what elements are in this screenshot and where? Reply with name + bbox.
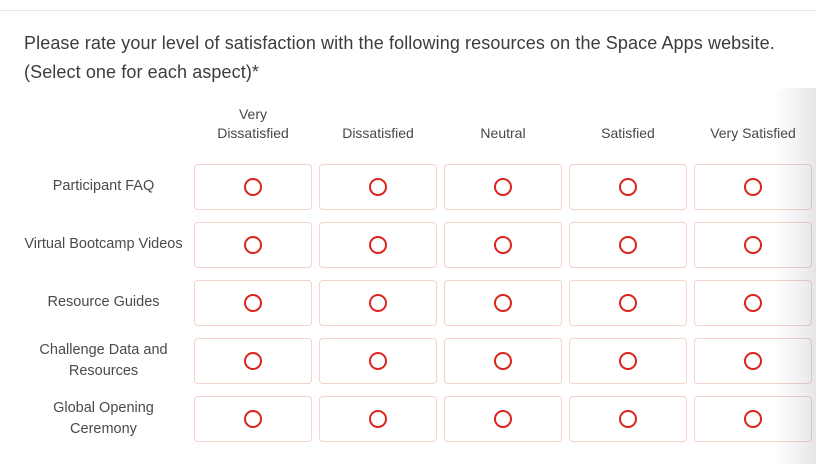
- radio-icon[interactable]: [744, 236, 762, 254]
- rating-cell-virtual-bootcamp-videos-satisfied[interactable]: [569, 222, 687, 268]
- rating-cell-global-opening-ceremony-neutral[interactable]: [444, 396, 562, 442]
- matrix-row-challenge-data-and-resources: Challenge Data and Resources: [0, 338, 816, 384]
- row-label: Challenge Data and Resources: [39, 341, 168, 379]
- row-label: Resource Guides: [47, 294, 160, 311]
- radio-icon[interactable]: [494, 294, 512, 312]
- rating-cell-global-opening-ceremony-very-dissatisfied[interactable]: [194, 396, 312, 442]
- radio-icon[interactable]: [244, 178, 262, 196]
- rating-cell-resource-guides-very-dissatisfied[interactable]: [194, 280, 312, 326]
- radio-icon[interactable]: [494, 178, 512, 196]
- rating-cell-challenge-data-and-resources-very-satisfied[interactable]: [694, 338, 812, 384]
- matrix-row-virtual-bootcamp-videos: Virtual Bootcamp Videos: [0, 222, 816, 268]
- radio-icon[interactable]: [244, 410, 262, 428]
- radio-icon[interactable]: [494, 410, 512, 428]
- rating-cell-resource-guides-very-satisfied[interactable]: [694, 280, 812, 326]
- radio-icon[interactable]: [244, 294, 262, 312]
- rating-cell-resource-guides-satisfied[interactable]: [569, 280, 687, 326]
- radio-icon[interactable]: [494, 352, 512, 370]
- radio-icon[interactable]: [244, 236, 262, 254]
- rating-cell-resource-guides-neutral[interactable]: [444, 280, 562, 326]
- radio-icon[interactable]: [619, 352, 637, 370]
- top-divider: [0, 10, 816, 11]
- column-header-very-satisfied: Very Satisfied: [710, 125, 796, 142]
- rating-cell-challenge-data-and-resources-dissatisfied[interactable]: [319, 338, 437, 384]
- header-spacer: [0, 143, 187, 144]
- rating-cell-virtual-bootcamp-videos-very-satisfied[interactable]: [694, 222, 812, 268]
- radio-icon[interactable]: [619, 410, 637, 428]
- radio-icon[interactable]: [619, 178, 637, 196]
- rating-cell-resource-guides-dissatisfied[interactable]: [319, 280, 437, 326]
- radio-icon[interactable]: [369, 178, 387, 196]
- radio-icon[interactable]: [619, 236, 637, 254]
- radio-icon[interactable]: [369, 352, 387, 370]
- satisfaction-matrix: Very Dissatisfied Dissatisfied Neutral S…: [0, 88, 816, 454]
- rating-cell-virtual-bootcamp-videos-dissatisfied[interactable]: [319, 222, 437, 268]
- column-header-satisfied: Satisfied: [601, 125, 655, 142]
- matrix-row-global-opening-ceremony: Global Opening Ceremony: [0, 396, 816, 442]
- radio-icon[interactable]: [744, 352, 762, 370]
- rating-cell-participant-faq-neutral[interactable]: [444, 164, 562, 210]
- radio-icon[interactable]: [369, 236, 387, 254]
- radio-icon[interactable]: [369, 410, 387, 428]
- column-header-neutral: Neutral: [480, 125, 526, 142]
- radio-icon[interactable]: [369, 294, 387, 312]
- rating-cell-challenge-data-and-resources-neutral[interactable]: [444, 338, 562, 384]
- rating-cell-global-opening-ceremony-very-satisfied[interactable]: [694, 396, 812, 442]
- column-header-dissatisfied: Dissatisfied: [342, 125, 414, 142]
- question-text: Please rate your level of satisfaction w…: [24, 33, 775, 82]
- radio-icon[interactable]: [744, 178, 762, 196]
- radio-icon[interactable]: [744, 410, 762, 428]
- rating-cell-participant-faq-very-satisfied[interactable]: [694, 164, 812, 210]
- radio-icon[interactable]: [494, 236, 512, 254]
- row-label: Participant FAQ: [52, 178, 155, 195]
- rating-cell-challenge-data-and-resources-very-dissatisfied[interactable]: [194, 338, 312, 384]
- radio-icon[interactable]: [244, 352, 262, 370]
- matrix-row-resource-guides: Resource Guides: [0, 280, 816, 326]
- rating-cell-virtual-bootcamp-videos-neutral[interactable]: [444, 222, 562, 268]
- matrix-header-row: Very Dissatisfied Dissatisfied Neutral S…: [0, 88, 816, 144]
- rating-cell-challenge-data-and-resources-satisfied[interactable]: [569, 338, 687, 384]
- rating-cell-participant-faq-dissatisfied[interactable]: [319, 164, 437, 210]
- column-header-very-dissatisfied: Very Dissatisfied: [217, 106, 289, 142]
- row-label: Virtual Bootcamp Videos: [24, 236, 183, 253]
- radio-icon[interactable]: [744, 294, 762, 312]
- row-label: Global Opening Ceremony: [53, 399, 154, 437]
- rating-cell-participant-faq-satisfied[interactable]: [569, 164, 687, 210]
- radio-icon[interactable]: [619, 294, 637, 312]
- rating-cell-global-opening-ceremony-dissatisfied[interactable]: [319, 396, 437, 442]
- rating-cell-participant-faq-very-dissatisfied[interactable]: [194, 164, 312, 210]
- rating-cell-virtual-bootcamp-videos-very-dissatisfied[interactable]: [194, 222, 312, 268]
- matrix-row-participant-faq: Participant FAQ: [0, 164, 816, 210]
- rating-cell-global-opening-ceremony-satisfied[interactable]: [569, 396, 687, 442]
